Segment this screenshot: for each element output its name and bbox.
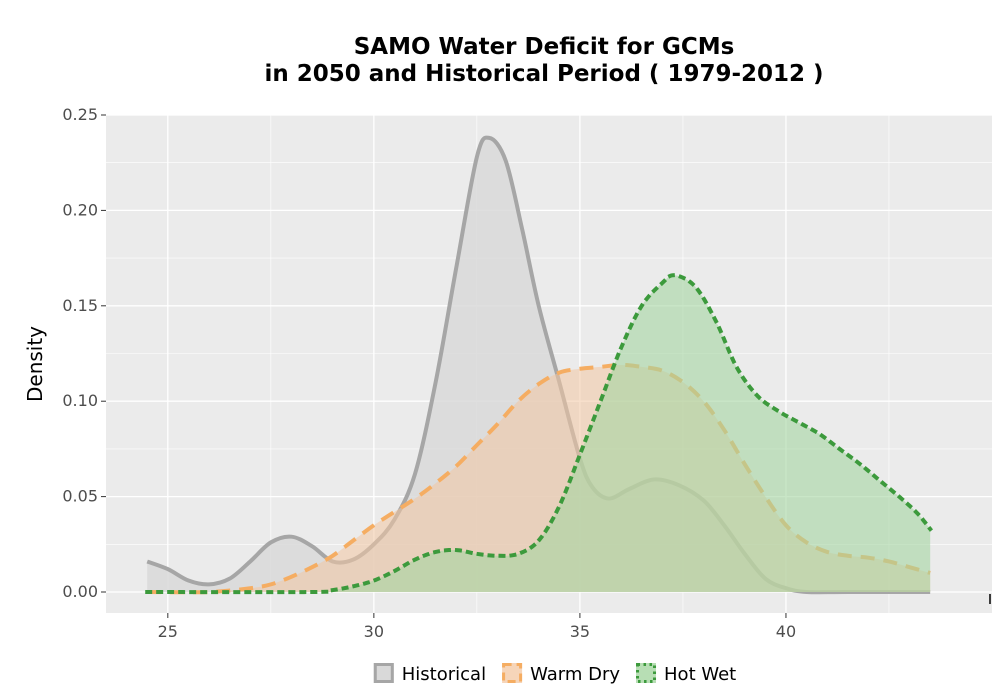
y-tick-label: 0.15 bbox=[62, 296, 98, 315]
density-area-hot-wet bbox=[147, 275, 931, 593]
legend-key-fill-hot-wet bbox=[636, 663, 657, 683]
density-area-historical bbox=[147, 137, 931, 593]
legend-key-fill-historical bbox=[373, 663, 394, 683]
x-tick-label: 40 bbox=[776, 622, 796, 641]
y-tick-label: 0.05 bbox=[62, 487, 98, 506]
x-tick-label: 30 bbox=[364, 622, 384, 641]
legend-key-border-historical bbox=[373, 663, 394, 683]
legend-key-fill-warm-dry bbox=[502, 663, 523, 683]
density-line-warm-dry bbox=[147, 362, 931, 595]
chart-title-line-2: in 2050 and Historical Period ( 1979-201… bbox=[264, 61, 823, 87]
x-axis: 25 30 35 40 bbox=[158, 613, 796, 641]
legend: Historical Warm Dry Hot Wet bbox=[373, 663, 736, 685]
legend-label-historical: Historical bbox=[402, 664, 486, 685]
y-tick-label: 0.25 bbox=[62, 105, 98, 124]
x-tick-label: 35 bbox=[570, 622, 590, 641]
y-axis-title: Density bbox=[23, 326, 47, 402]
density-line-hot-wet bbox=[145, 273, 934, 595]
chart-title-line-1: SAMO Water Deficit for GCMs bbox=[354, 34, 735, 60]
y-tick-label: 0.20 bbox=[62, 200, 98, 219]
legend-key-border-hot-wet bbox=[636, 663, 657, 683]
x-tick-label: 25 bbox=[158, 622, 178, 641]
y-tick-label: 0.00 bbox=[62, 582, 98, 601]
legend-key-border-warm-dry bbox=[502, 663, 523, 683]
legend-label-hot-wet: Hot Wet bbox=[664, 664, 736, 685]
y-tick-label: 0.10 bbox=[62, 391, 98, 410]
y-axis: 0.00 0.05 0.10 0.15 0.20 0.25 bbox=[62, 105, 106, 601]
legend-label-warm-dry: Warm Dry bbox=[530, 664, 620, 685]
series-layer bbox=[145, 135, 934, 595]
